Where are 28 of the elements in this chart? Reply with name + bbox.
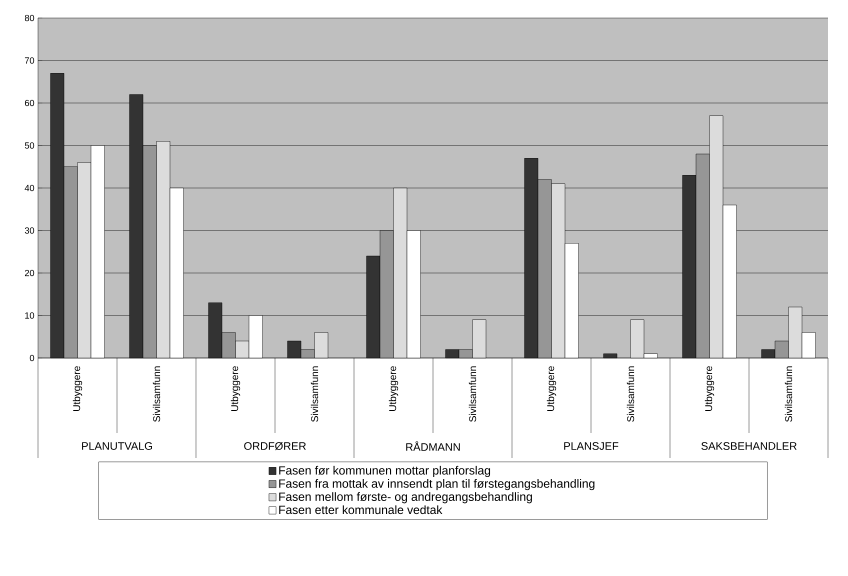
y-tick-label: 40 xyxy=(24,184,34,192)
x-tick-label: Utbyggere xyxy=(546,366,556,411)
y-tick-label: 50 xyxy=(24,142,34,149)
legend-label: Fasen mellom første- og andregangsbehandling xyxy=(279,492,532,504)
x-tick-label: Utbyggere xyxy=(230,366,240,411)
y-tick-label: 80 xyxy=(24,14,34,22)
y-tick-label: 30 xyxy=(24,227,34,234)
x-tick-label: Utbyggere xyxy=(704,366,714,411)
text: ORDFØRER xyxy=(244,442,306,450)
y-tick-label: 70 xyxy=(24,57,34,64)
y-tick-label: 10 xyxy=(25,312,34,319)
x-tick-label: Sivilsamfunn xyxy=(784,366,792,422)
text: SAKSBEHANDLER xyxy=(701,442,797,450)
x-tick-label: Utbyggere xyxy=(72,366,82,411)
x-tick-label: Sivilsamfunn xyxy=(152,366,160,422)
y-tick-label: 0 xyxy=(30,354,34,362)
text: PLANSJEF xyxy=(564,442,618,450)
x-tick-label: Sivilsamfunn xyxy=(468,366,476,422)
legend-label: Fasen før kommunen mottar planforslag xyxy=(279,466,490,478)
legend-label: Fasen fra mottak av innsendt plan til førstegangsbehandling xyxy=(279,479,594,490)
x-tick-label: Sivilsamfunn xyxy=(310,366,318,422)
x-tick-label: Utbyggere xyxy=(388,366,398,411)
x-tick-label: Sivilsamfunn xyxy=(626,366,634,422)
text: RÅDMANN xyxy=(406,441,460,451)
y-tick-label: 20 xyxy=(24,270,34,276)
y-tick-label: 60 xyxy=(24,100,34,106)
text: PLANUTVALG xyxy=(82,442,152,450)
legend-label: Fasen etter kommunale vedtak xyxy=(279,505,442,514)
